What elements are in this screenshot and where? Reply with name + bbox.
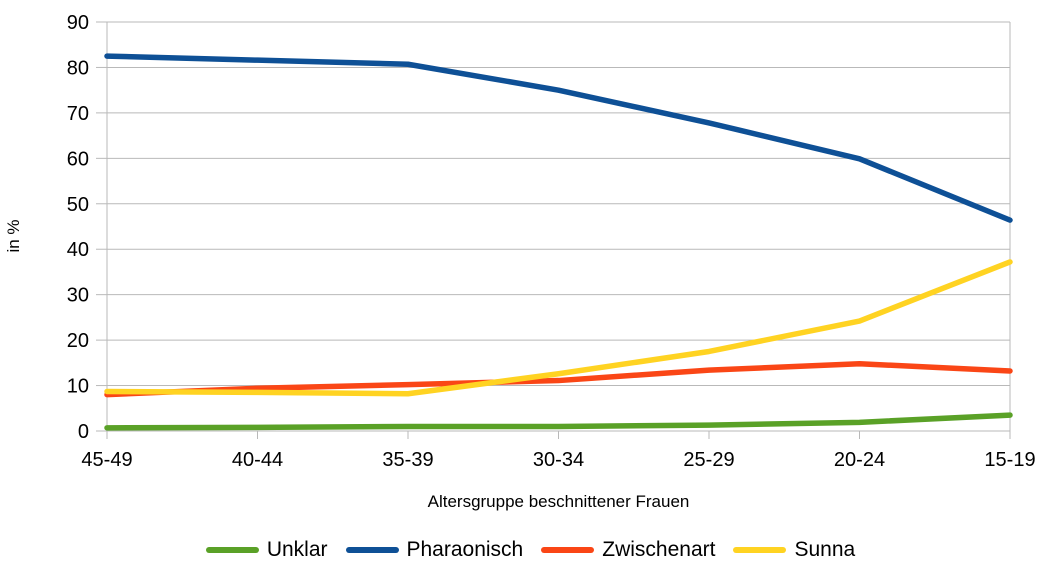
x-tick-label: 15-19 bbox=[984, 449, 1035, 471]
x-tick-label: 20-24 bbox=[834, 449, 885, 471]
y-tick-label: 0 bbox=[78, 421, 89, 443]
legend-label: Pharaonisch bbox=[406, 538, 524, 561]
x-axis-title: Altersgruppe beschnittener Frauen bbox=[427, 492, 690, 511]
x-tick-label: 40-44 bbox=[232, 449, 283, 471]
legend-label: Zwischenart bbox=[602, 538, 716, 561]
legend-swatch-unklar bbox=[205, 547, 259, 553]
y-tick-label: 80 bbox=[67, 57, 89, 79]
legend-swatch-pharaonisch bbox=[345, 547, 399, 553]
series-line-pharaonisch bbox=[104, 53, 1013, 223]
legend-item-zwischenart: Zwischenart bbox=[541, 538, 715, 562]
legend-item-sunna: Sunna bbox=[733, 538, 855, 562]
legend-item-pharaonisch: Pharaonisch bbox=[345, 538, 524, 562]
y-tick-label: 10 bbox=[67, 376, 89, 398]
y-axis-title: in % bbox=[4, 219, 23, 253]
legend-item-unklar: Unklar bbox=[205, 538, 328, 562]
series-line-sunna bbox=[104, 259, 1013, 397]
x-tick-label: 45-49 bbox=[81, 449, 132, 471]
series-line-zwischenart bbox=[104, 360, 1013, 398]
legend-swatch-sunna bbox=[733, 547, 787, 553]
y-tick-label: 90 bbox=[67, 12, 89, 34]
y-tick-label: 60 bbox=[67, 148, 89, 170]
y-tick-label: 30 bbox=[67, 285, 89, 307]
y-tick-label: 70 bbox=[67, 103, 89, 125]
legend: Unklar Pharaonisch Zwischenart Sunna bbox=[0, 538, 1061, 562]
series-line-unklar bbox=[104, 412, 1013, 431]
legend-label: Unklar bbox=[266, 538, 328, 561]
x-tick-label: 25-29 bbox=[683, 449, 734, 471]
x-tick-label: 35-39 bbox=[382, 449, 433, 471]
legend-swatch-zwischenart bbox=[541, 547, 595, 553]
legend-label: Sunna bbox=[794, 538, 856, 561]
y-tick-label: 20 bbox=[67, 330, 89, 352]
y-tick-label: 40 bbox=[67, 239, 89, 261]
x-tick-label: 30-34 bbox=[533, 449, 584, 471]
plot-area: 0 10 20 30 40 50 60 70 80 90 45-49 40-44 35-39 30-34 2… bbox=[67, 12, 1036, 471]
y-tick-label: 50 bbox=[67, 194, 89, 216]
